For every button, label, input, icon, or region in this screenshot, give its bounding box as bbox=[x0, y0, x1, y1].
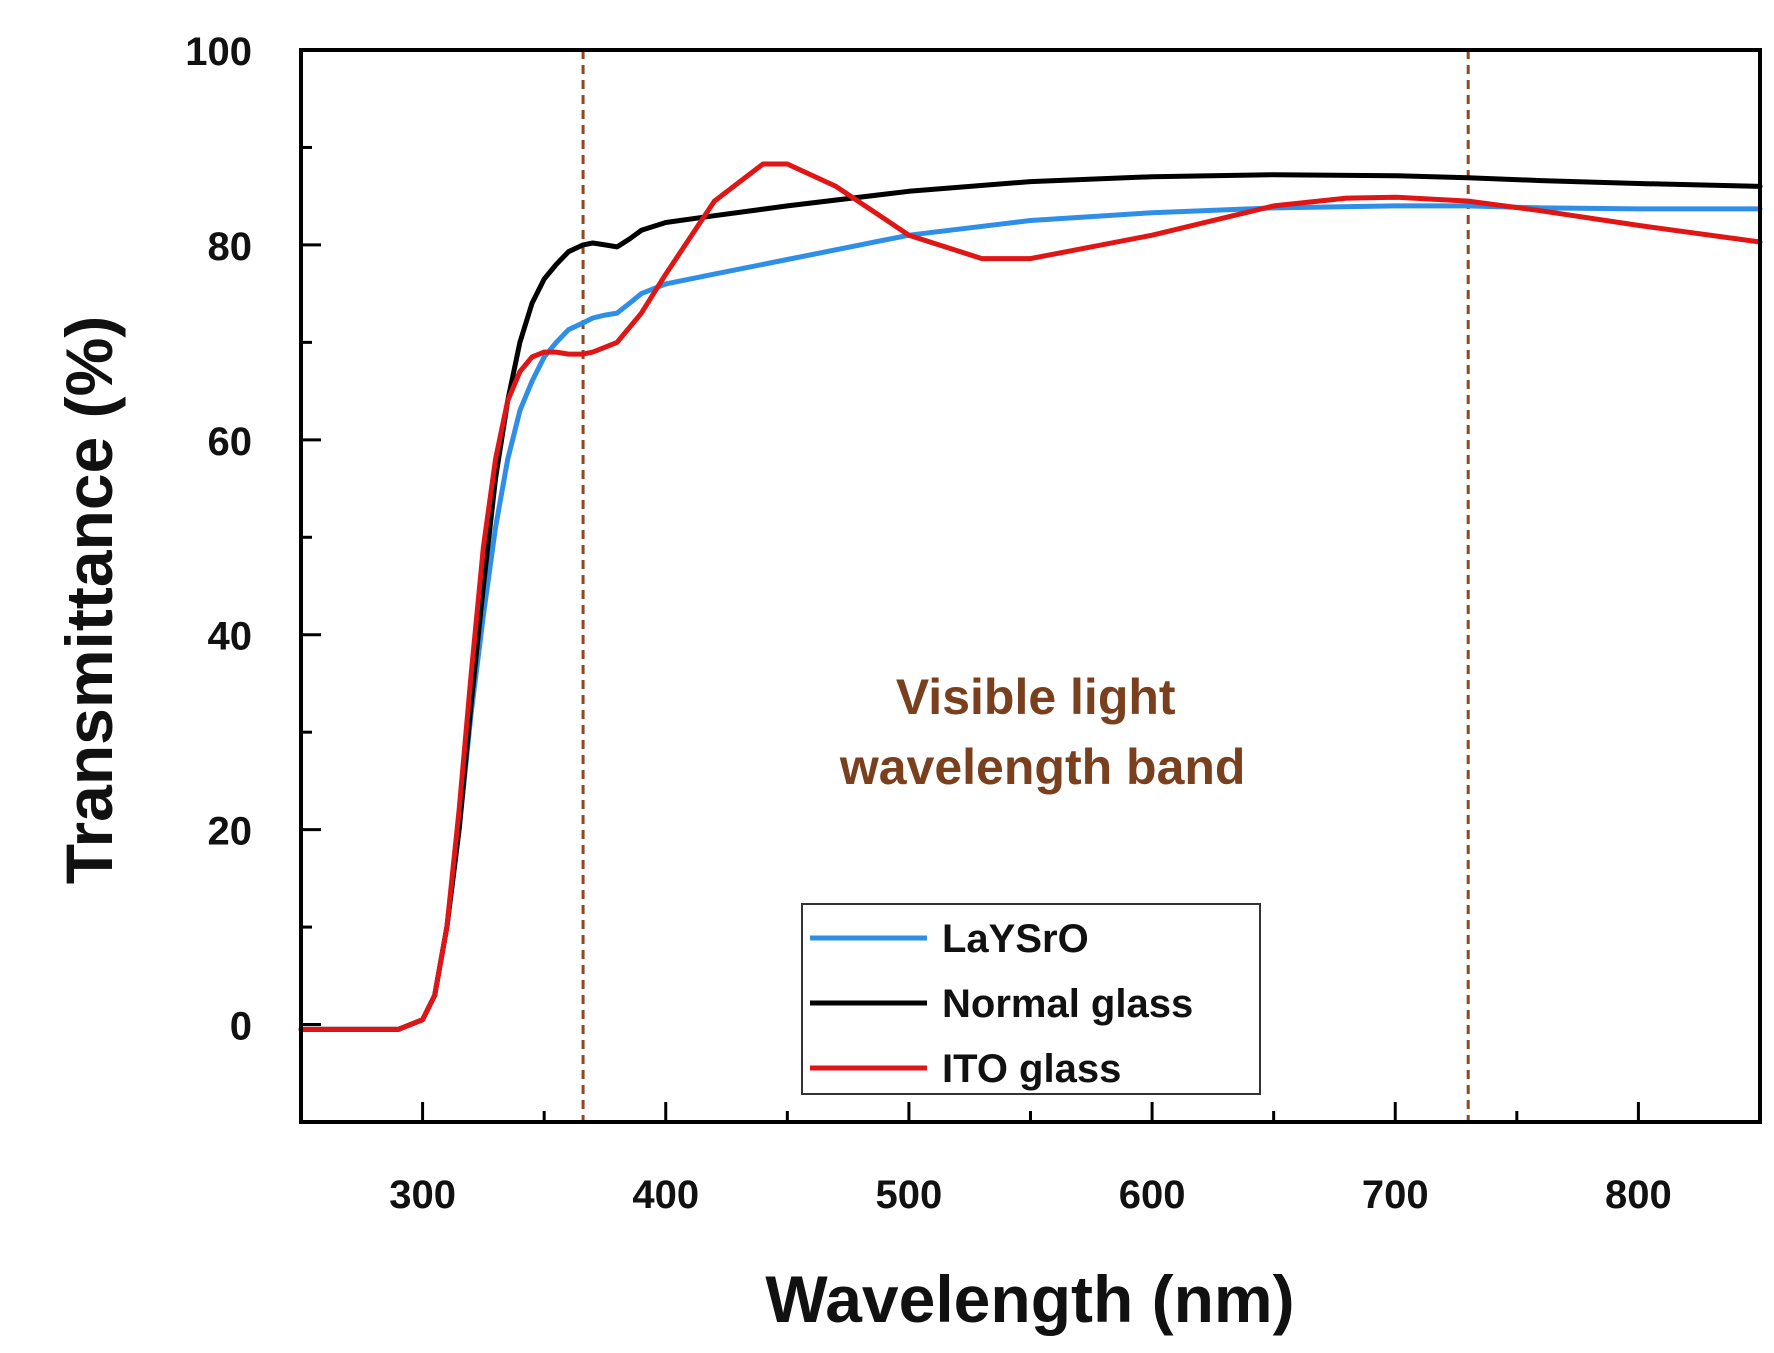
y-tick-label: 0 bbox=[230, 1005, 252, 1049]
series-line-normal-glass bbox=[298, 172, 1763, 1032]
y-tick-label: 100 bbox=[185, 30, 252, 74]
y-tick-label: 80 bbox=[208, 225, 253, 269]
annotation-line-2: wavelength band bbox=[839, 739, 1246, 795]
y-tick-label: 20 bbox=[208, 810, 253, 854]
series-lines bbox=[298, 161, 1763, 1032]
legend-label: Normal glass bbox=[942, 982, 1193, 1026]
series-line-ito-glass bbox=[298, 161, 1763, 1032]
legend: LaYSrO Normal glass ITO glass bbox=[801, 903, 1261, 1095]
x-tick-label: 600 bbox=[1119, 1173, 1186, 1217]
x-tick-label: 300 bbox=[389, 1173, 456, 1217]
legend-items: LaYSrO Normal glass ITO glass bbox=[810, 917, 1193, 1091]
visible-band-annotation: Visible light wavelength band bbox=[839, 669, 1246, 795]
y-tick-label: 60 bbox=[208, 420, 253, 464]
legend-label: LaYSrO bbox=[942, 917, 1089, 961]
annotation-line-1: Visible light bbox=[896, 669, 1176, 725]
x-tick-label: 700 bbox=[1362, 1173, 1429, 1217]
x-tick-labels: 300 400 500 600 700 800 bbox=[389, 1173, 1672, 1217]
x-axis-title: Wavelength (nm) bbox=[765, 1262, 1294, 1336]
y-axis-title: Transmittance (%) bbox=[52, 316, 126, 884]
x-tick-label: 400 bbox=[632, 1173, 699, 1217]
y-tick-labels: 0 20 40 60 80 100 bbox=[185, 30, 252, 1049]
legend-label: ITO glass bbox=[942, 1047, 1121, 1091]
x-tick-label: 800 bbox=[1605, 1173, 1672, 1217]
y-tick-label: 40 bbox=[208, 615, 253, 659]
x-tick-label: 500 bbox=[876, 1173, 943, 1217]
axis-ticks bbox=[301, 48, 1640, 1122]
visible-band-markers bbox=[581, 50, 1470, 1122]
